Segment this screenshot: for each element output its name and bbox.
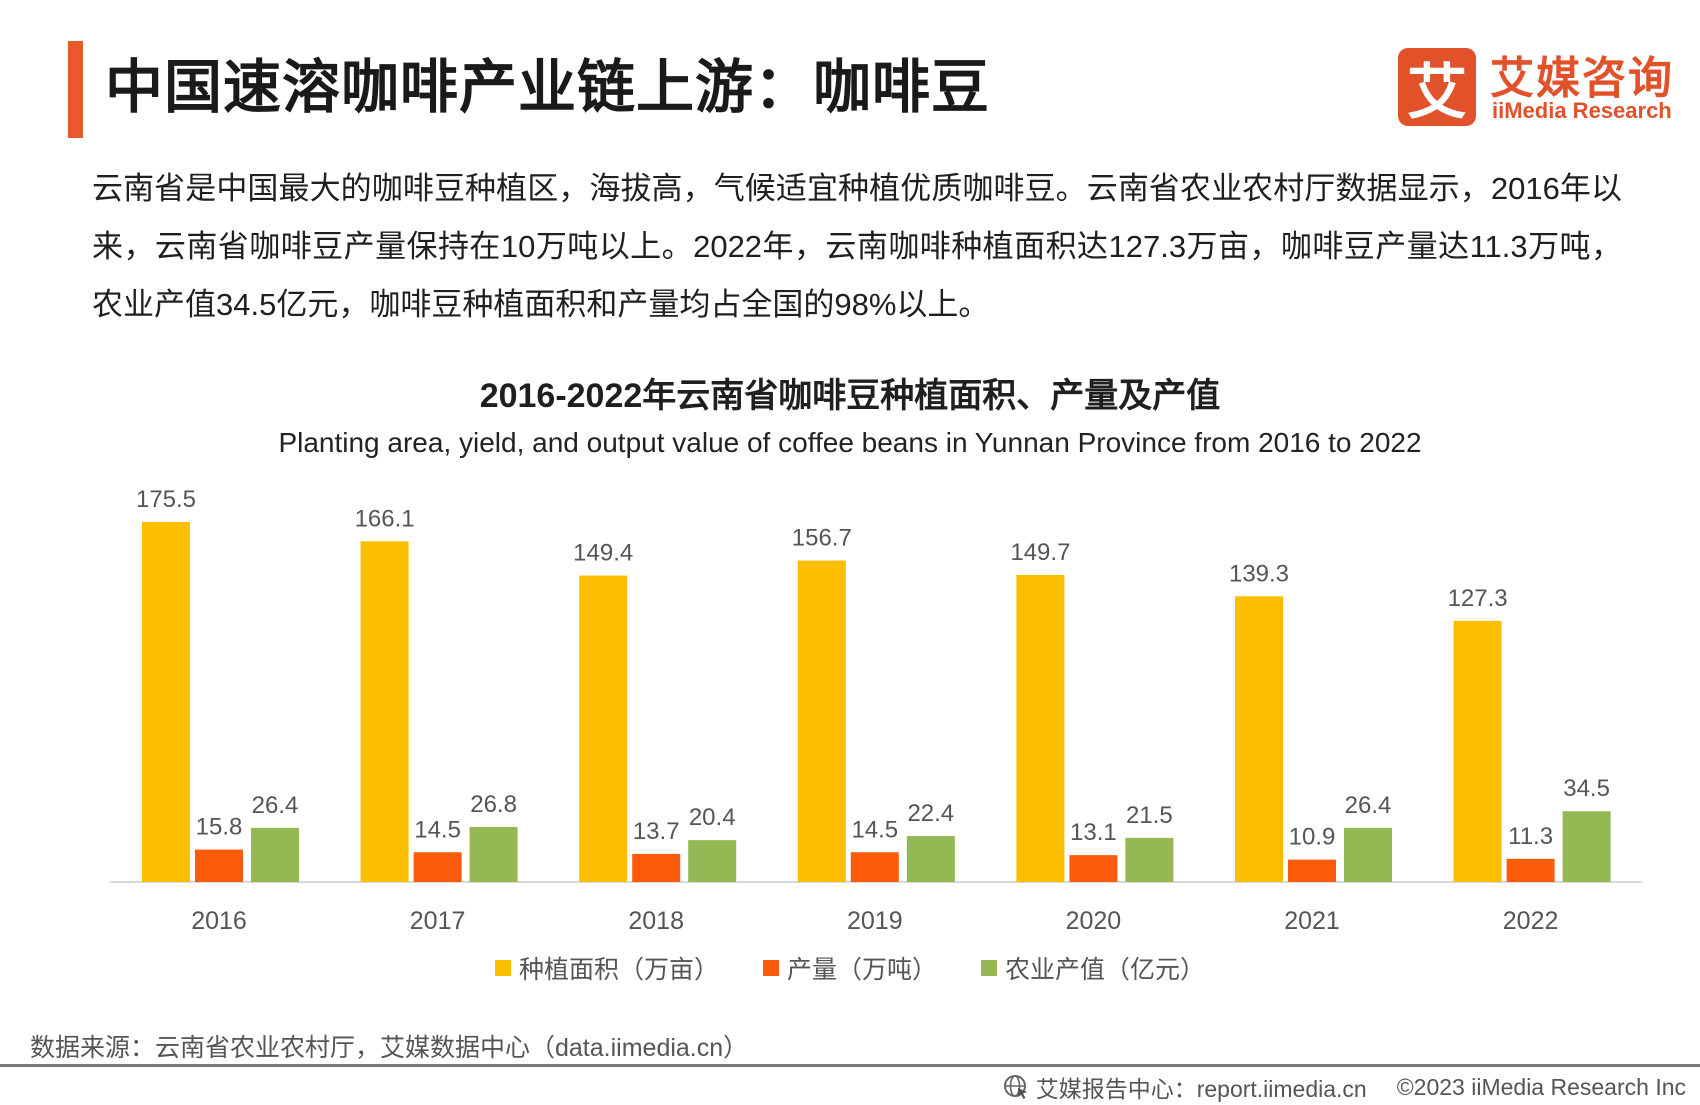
- data-label-value-2017: 26.8: [470, 791, 517, 818]
- legend-swatch: [981, 960, 997, 976]
- data-label-yield-2021: 10.9: [1289, 824, 1336, 851]
- intro-paragraph: 云南省是中国最大的咖啡豆种植区，海拔高，气候适宜种植优质咖啡豆。云南省农业农村厅…: [92, 171, 1622, 322]
- data-label-area-2020: 149.7: [1010, 539, 1070, 566]
- logo-mark-icon: 艾: [1398, 48, 1476, 126]
- globe-cursor-icon: [1003, 1075, 1027, 1099]
- bar-chart: 175.5 15.8 26.4 2016 166.1 14.5 26.8 2017 149.4 1…: [110, 486, 1642, 935]
- bar-yield-2016: [195, 849, 243, 882]
- legend-label: 种植面积（万亩）: [518, 956, 719, 984]
- report-center-link[interactable]: 艾媒报告中心：report.iimedia.cn: [1035, 1076, 1367, 1102]
- bar-area-2017: [360, 541, 409, 882]
- x-tick-label-2022: 2022: [1503, 907, 1559, 935]
- data-label-area-2018: 149.4: [573, 540, 633, 567]
- data-label-area-2021: 139.3: [1229, 560, 1289, 587]
- bar-yield-2020: [1069, 855, 1118, 882]
- legend-swatch: [494, 960, 511, 976]
- logo-chinese-name: 艾媒咨询: [1490, 54, 1674, 103]
- data-label-yield-2020: 13.1: [1070, 819, 1117, 846]
- data-label-area-2019: 156.7: [792, 525, 852, 552]
- data-label-value-2022: 34.5: [1563, 775, 1610, 802]
- legend-label: 农业产值（亿元）: [1005, 956, 1206, 984]
- data-label-value-2018: 20.4: [689, 804, 736, 831]
- legend-label: 产量（万吨）: [786, 956, 937, 984]
- data-label-yield-2019: 14.5: [851, 816, 898, 843]
- logo-english-name: iiMedia Research: [1492, 98, 1672, 123]
- chart-title: 2016-2022年云南省咖啡豆种植面积、产量及产值: [479, 377, 1221, 415]
- x-tick-label-2019: 2019: [847, 907, 903, 935]
- data-label-value-2019: 22.4: [907, 800, 954, 827]
- bar-value-2021: [1344, 827, 1392, 882]
- data-label-value-2021: 26.4: [1345, 792, 1392, 819]
- bar-yield-2021: [1288, 859, 1336, 882]
- legend-item-value: 农业产值（亿元）: [981, 950, 1205, 986]
- data-label-area-2016: 175.5: [136, 486, 196, 513]
- footer-divider: [0, 1064, 1700, 1067]
- legend-item-yield: 产量（万吨）: [762, 950, 937, 986]
- title-accent-bar: [68, 41, 83, 138]
- bar-value-2016: [251, 827, 299, 882]
- page-title: 中国速溶咖啡产业链上游：咖啡豆: [105, 55, 991, 120]
- x-tick-label-2016: 2016: [191, 907, 247, 935]
- bar-value-2019: [906, 836, 955, 882]
- data-label-yield-2016: 15.8: [196, 814, 243, 841]
- x-tick-label-2021: 2021: [1284, 907, 1340, 935]
- bar-value-2022: [1562, 811, 1611, 882]
- footer: 艾媒报告中心：report.iimedia.cn ©2023 iiMedia R…: [1002, 1070, 1686, 1104]
- data-label-value-2016: 26.4: [252, 792, 299, 819]
- bar-area-2021: [1235, 596, 1283, 882]
- bar-area-2019: [797, 560, 846, 882]
- data-label-yield-2022: 11.3: [1508, 823, 1553, 850]
- x-tick-label-2018: 2018: [628, 907, 684, 935]
- legend-swatch: [762, 960, 779, 976]
- bar-yield-2017: [413, 852, 462, 882]
- bar-area-2016: [142, 522, 190, 882]
- legend-item-area: 种植面积（万亩）: [494, 950, 719, 986]
- chart-subtitle: Planting area, yield, and output value o…: [278, 427, 1422, 458]
- copyright: ©2023 iiMedia Research Inc: [1396, 1073, 1686, 1100]
- chart-legend: 种植面积（万亩） 产量（万吨） 农业产值（亿元）: [0, 950, 1700, 986]
- bar-area-2018: [579, 575, 628, 882]
- x-tick-label-2020: 2020: [1066, 907, 1122, 935]
- x-tick-label-2017: 2017: [410, 907, 466, 935]
- bar-area-2020: [1016, 574, 1065, 882]
- bar-value-2017: [469, 827, 518, 882]
- bar-value-2020: [1125, 837, 1174, 882]
- bar-yield-2022: [1506, 858, 1555, 882]
- data-label-value-2020: 21.5: [1126, 802, 1173, 829]
- data-label-yield-2018: 13.7: [633, 818, 680, 845]
- data-source: 数据来源：云南省农业农村厅，艾媒数据中心（data.iimedia.cn）: [30, 1034, 749, 1062]
- bar-yield-2019: [850, 852, 899, 882]
- bar-value-2018: [688, 840, 737, 882]
- bar-area-2022: [1453, 620, 1502, 882]
- data-label-area-2022: 127.3: [1448, 585, 1508, 612]
- data-label-yield-2017: 14.5: [414, 816, 461, 843]
- brand-logo: 艾 艾媒咨询 iiMedia Research: [1398, 48, 1672, 128]
- data-label-area-2017: 166.1: [355, 505, 415, 532]
- bar-yield-2018: [632, 853, 681, 882]
